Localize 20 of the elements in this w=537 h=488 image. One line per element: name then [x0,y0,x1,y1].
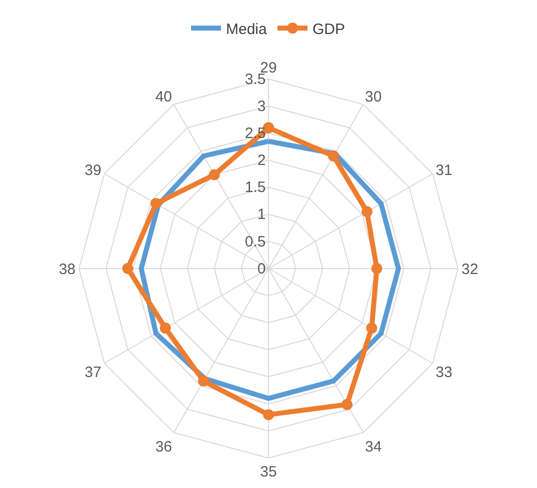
y-tick-label: 1.5 [244,179,266,196]
spoke-label: 39 [84,162,102,180]
y-tick-label: 2 [257,152,266,170]
spoke-label: 31 [436,162,452,180]
spoke-label: 35 [260,464,277,480]
spoke-label: 38 [58,260,76,278]
spoke-label: 30 [365,88,382,106]
spoke-label: 34 [365,438,382,456]
spoke-label: 32 [462,260,478,278]
legend-label: GDP [312,20,346,38]
spoke-label: 40 [155,88,172,106]
y-tick-label: 0 [257,260,266,278]
spoke-label: 36 [155,438,172,456]
spoke-label: 37 [84,364,102,382]
y-tick-label: 3 [257,98,266,115]
legend-label: Media [226,20,268,38]
y-tick-label: 1 [257,206,266,224]
y-tick-label: 0.5 [244,233,266,250]
spoke-label: 33 [436,364,452,382]
spoke-label: 29 [260,60,277,76]
